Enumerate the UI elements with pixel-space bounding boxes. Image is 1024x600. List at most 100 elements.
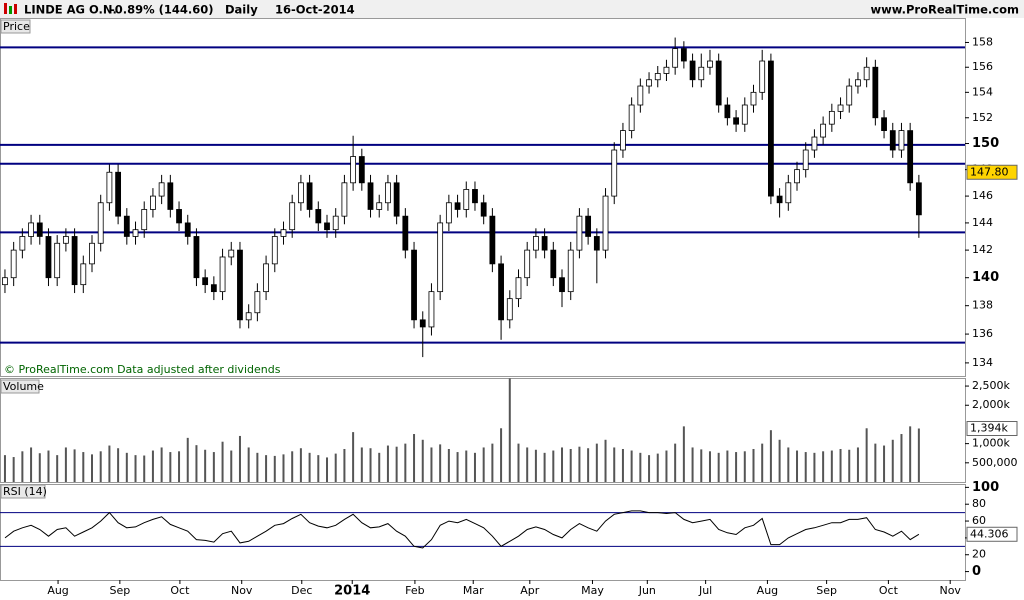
candle-body	[532, 236, 539, 251]
volume-bar	[717, 452, 720, 482]
candle-body	[454, 202, 461, 210]
candle-body	[132, 229, 139, 237]
candle-body	[472, 189, 478, 204]
volume-bar	[265, 455, 268, 482]
volume-bar	[883, 445, 886, 482]
volume-bar	[343, 448, 346, 482]
volume-bar	[778, 439, 781, 482]
volume-bar	[604, 439, 607, 482]
candle-body	[480, 202, 487, 217]
x-tick-label: Feb	[405, 584, 424, 597]
candle-body	[289, 202, 296, 231]
volume-bar	[395, 446, 398, 482]
volume-bar	[186, 437, 189, 482]
candle-body	[123, 215, 130, 237]
candle-body	[768, 60, 774, 197]
footnote: © ProRealTime.com Data adjusted after di…	[4, 363, 281, 376]
volume-bar	[621, 448, 624, 482]
site-name: www.ProRealTime.com	[870, 3, 1019, 17]
x-tick-label: 2014	[334, 584, 370, 599]
candle-body	[524, 249, 531, 279]
candle-body	[62, 236, 69, 244]
candle-body	[445, 202, 452, 224]
candle-body	[489, 215, 496, 265]
y-tick-label: 2,000k	[972, 398, 1010, 411]
candle-body	[698, 66, 705, 81]
candle-body	[210, 284, 217, 293]
candle-body	[567, 249, 574, 293]
volume-bar	[848, 449, 851, 482]
candle-body	[184, 222, 191, 237]
y-tick-label: 1,000k	[972, 437, 1010, 450]
price-change: -0.89% (144.60)	[110, 3, 214, 17]
volume-bar	[378, 452, 381, 482]
candle-body	[846, 85, 853, 106]
x-tick-label: Jun	[638, 584, 656, 597]
candle-body	[750, 91, 757, 106]
volume-bar	[465, 450, 468, 482]
candle-body	[680, 48, 687, 62]
volume-bar	[308, 452, 311, 482]
candle-body	[785, 182, 792, 204]
volume-bar	[38, 453, 41, 482]
last-value-box	[966, 164, 1018, 180]
volume-bar	[526, 447, 529, 482]
candle-body	[419, 319, 426, 328]
last-value-box	[966, 526, 1018, 542]
candle-body	[19, 236, 26, 251]
candle-body	[715, 60, 722, 106]
last-value-label: 147.80	[970, 165, 1009, 178]
candle-body	[428, 291, 435, 328]
last-value-label: 44.306	[970, 527, 1009, 540]
instrument-name: LINDE AG O.N.	[24, 3, 117, 17]
date: 16-Oct-2014	[275, 3, 355, 17]
candle-body	[915, 182, 922, 216]
candle-body	[28, 222, 34, 237]
candle-body	[794, 169, 800, 184]
x-tick-label: Nov	[939, 584, 961, 597]
pane-label-box	[0, 19, 31, 34]
candle-body	[10, 249, 17, 279]
volume-bar	[561, 447, 564, 482]
candle-body	[654, 73, 661, 81]
candle-body	[776, 195, 783, 204]
volume-bar	[326, 457, 329, 482]
y-tick-label: 100	[972, 480, 999, 495]
candle-body	[811, 136, 818, 151]
volume-bar	[543, 452, 546, 482]
y-tick-label: 80	[972, 497, 986, 510]
candle-body	[358, 156, 365, 184]
candle-body	[141, 209, 148, 231]
volume-bar	[64, 447, 67, 482]
y-tick-label: 0	[972, 564, 981, 579]
candle-body	[837, 104, 844, 112]
candle-body	[254, 291, 261, 314]
candle-body	[663, 66, 670, 74]
candle-body	[611, 149, 618, 197]
volume-bar	[613, 447, 616, 482]
candle-body	[593, 236, 600, 251]
candle-body	[332, 215, 339, 231]
volume-bar	[134, 455, 137, 482]
volume-bar	[552, 450, 555, 482]
volume-bar	[212, 452, 215, 482]
rsi-line	[4, 510, 920, 549]
volume-bar	[691, 447, 694, 482]
volume-bar	[221, 441, 224, 482]
volume-bar	[891, 439, 894, 482]
candle-body	[437, 222, 444, 293]
candle-body	[898, 130, 905, 151]
candle-body	[54, 242, 61, 279]
candle-body	[672, 48, 679, 68]
volume-bar	[108, 445, 111, 482]
volume-bar	[12, 457, 15, 482]
x-tick-label: Sep	[109, 584, 130, 597]
volume-bar	[752, 448, 755, 482]
candle-body	[2, 277, 8, 286]
candle-body	[245, 312, 252, 321]
volume-bar	[743, 451, 746, 482]
volume-bar	[178, 451, 181, 482]
y-tick-label: 150	[972, 136, 999, 151]
candle-body	[855, 79, 861, 87]
